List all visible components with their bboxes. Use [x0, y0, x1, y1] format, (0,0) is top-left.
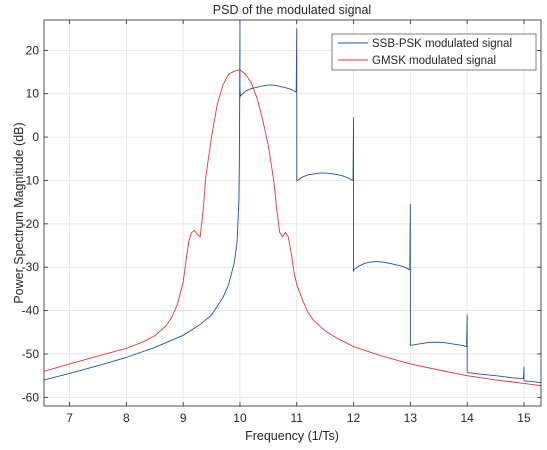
plot-frame	[43, 19, 542, 407]
x-tick-label: 7	[66, 411, 73, 425]
grid-lines	[44, 20, 541, 406]
legend: SSB-PSK modulated signal GMSK modulated …	[331, 33, 537, 71]
y-tick-label: -30	[22, 260, 40, 274]
y-tick-label: -50	[22, 347, 40, 361]
x-tick-label: 13	[404, 411, 418, 425]
legend-label-ssb-psk: SSB-PSK modulated signal	[372, 38, 512, 50]
y-tick-label: 0	[32, 130, 39, 144]
y-axis-label: Power Spectrum Magnitude (dB)	[12, 122, 26, 303]
x-tick-label: 8	[123, 411, 130, 425]
y-tick-label: -60	[22, 390, 40, 404]
y-tick-label: -40	[22, 304, 40, 318]
x-tick-label: 9	[180, 411, 187, 425]
x-tick-label: 10	[233, 411, 247, 425]
x-axis-label: Frequency (1/Ts)	[245, 429, 339, 443]
series-line-ssb-psk	[44, 23, 541, 384]
legend-box	[331, 33, 537, 71]
series-line-gmsk	[44, 69, 541, 387]
x-tick-label: 14	[460, 411, 474, 425]
series-layer	[44, 23, 541, 387]
x-tick-label: 15	[517, 411, 531, 425]
x-tick-label: 12	[347, 411, 361, 425]
y-tick-label: 20	[26, 43, 40, 57]
y-tick-label: 10	[26, 87, 40, 101]
y-tick-label: -20	[22, 217, 40, 231]
plot-area	[44, 20, 541, 406]
chart-title: PSD of the modulated signal	[213, 3, 371, 17]
legend-label-gmsk: GMSK modulated signal	[372, 55, 496, 67]
axis-ticks: 7 8 9 10 11 12 13 14 15 -60 -50 -40 -30 -20 -10 0 10 20	[22, 20, 541, 425]
y-tick-label: -10	[22, 173, 40, 187]
x-tick-label: 11	[291, 411, 304, 425]
